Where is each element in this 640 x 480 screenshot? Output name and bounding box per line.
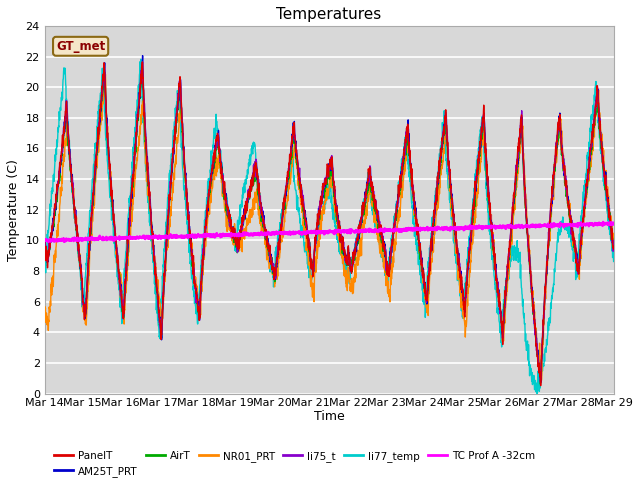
li75_t	[585, 161, 593, 167]
PanelT	[394, 196, 402, 202]
AirT	[610, 247, 618, 252]
li75_t	[147, 213, 155, 218]
li77_temp	[147, 234, 155, 240]
li77_temp	[394, 192, 402, 198]
AM25T_PRT	[196, 304, 204, 310]
PanelT	[41, 236, 49, 242]
li75_t	[196, 305, 204, 311]
NR01_PRT	[499, 320, 506, 326]
li75_t	[536, 379, 544, 385]
TC Prof A -32cm	[610, 221, 618, 227]
Title: Temperatures: Temperatures	[276, 7, 381, 22]
AM25T_PRT	[499, 330, 506, 336]
TC Prof A -32cm	[335, 229, 342, 235]
PanelT	[585, 159, 593, 165]
li77_temp	[610, 259, 618, 264]
AM25T_PRT	[610, 245, 618, 251]
AM25T_PRT	[139, 53, 147, 59]
li75_t	[499, 324, 506, 330]
NR01_PRT	[41, 305, 49, 311]
AirT	[585, 164, 593, 169]
TC Prof A -32cm	[394, 227, 402, 232]
AirT	[41, 238, 49, 243]
Y-axis label: Temperature (C): Temperature (C)	[7, 159, 20, 261]
li75_t	[41, 241, 49, 247]
PanelT	[335, 221, 342, 227]
NR01_PRT	[147, 215, 155, 221]
NR01_PRT	[101, 70, 109, 75]
li77_temp	[137, 57, 145, 62]
AM25T_PRT	[394, 192, 402, 197]
Line: AM25T_PRT: AM25T_PRT	[45, 56, 614, 383]
li77_temp	[585, 139, 593, 145]
NR01_PRT	[538, 378, 545, 384]
AM25T_PRT	[585, 166, 593, 171]
NR01_PRT	[585, 178, 593, 184]
Line: TC Prof A -32cm: TC Prof A -32cm	[45, 222, 614, 242]
PanelT	[138, 59, 146, 65]
PanelT	[610, 246, 618, 252]
AM25T_PRT	[147, 210, 155, 216]
TC Prof A -32cm	[196, 233, 204, 239]
Text: GT_met: GT_met	[56, 40, 105, 53]
NR01_PRT	[394, 209, 402, 215]
li75_t	[335, 226, 342, 232]
li75_t	[610, 245, 618, 251]
Line: PanelT: PanelT	[45, 62, 614, 386]
AirT	[499, 331, 506, 337]
TC Prof A -32cm	[599, 219, 607, 225]
li77_temp	[41, 251, 49, 257]
li75_t	[394, 200, 402, 205]
Line: li77_temp: li77_temp	[45, 60, 614, 394]
li77_temp	[533, 391, 541, 396]
AM25T_PRT	[335, 222, 342, 228]
NR01_PRT	[610, 240, 618, 246]
TC Prof A -32cm	[41, 237, 49, 243]
X-axis label: Time: Time	[314, 410, 344, 423]
Line: NR01_PRT: NR01_PRT	[45, 72, 614, 381]
NR01_PRT	[196, 312, 204, 318]
AirT	[138, 65, 146, 71]
li77_temp	[196, 282, 204, 288]
AirT	[335, 223, 342, 229]
PanelT	[147, 206, 155, 212]
AM25T_PRT	[41, 243, 49, 249]
Line: AirT: AirT	[45, 68, 614, 384]
li77_temp	[499, 320, 506, 326]
TC Prof A -32cm	[60, 239, 68, 245]
PanelT	[196, 302, 204, 308]
AirT	[147, 217, 155, 223]
TC Prof A -32cm	[147, 234, 155, 240]
AirT	[196, 300, 204, 305]
Line: li75_t: li75_t	[45, 62, 614, 382]
AirT	[536, 381, 544, 387]
AirT	[394, 192, 402, 198]
TC Prof A -32cm	[499, 225, 506, 230]
li77_temp	[335, 237, 342, 242]
NR01_PRT	[335, 228, 342, 234]
AM25T_PRT	[537, 380, 545, 385]
TC Prof A -32cm	[585, 223, 593, 229]
Legend: PanelT, AM25T_PRT, AirT, NR01_PRT, li75_t, li77_temp, TC Prof A -32cm: PanelT, AM25T_PRT, AirT, NR01_PRT, li75_…	[50, 446, 540, 480]
PanelT	[537, 383, 545, 389]
PanelT	[499, 327, 506, 333]
li75_t	[139, 59, 147, 65]
